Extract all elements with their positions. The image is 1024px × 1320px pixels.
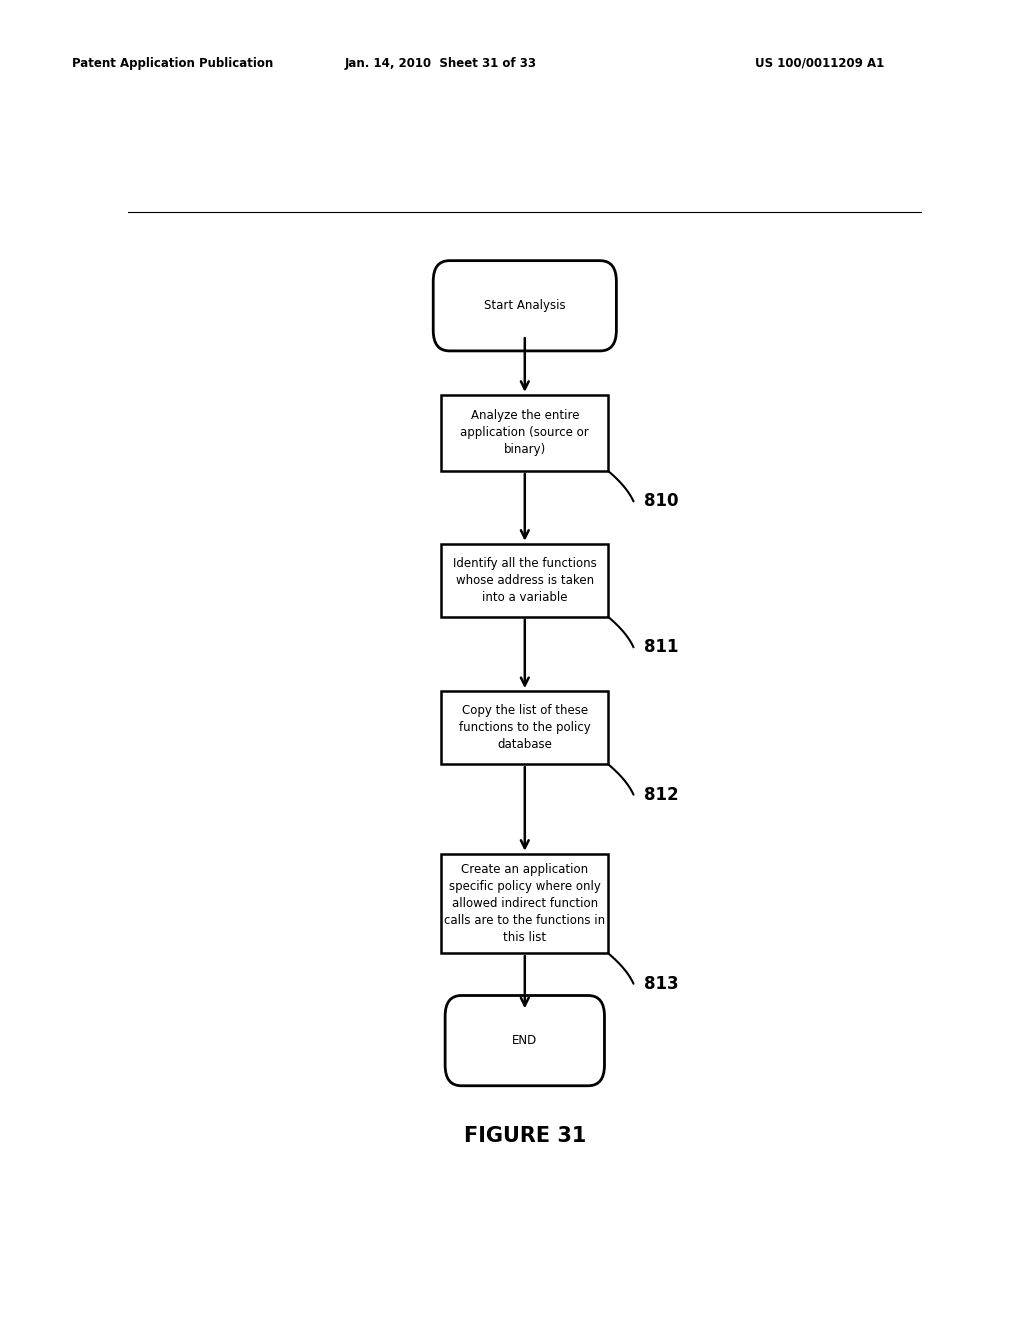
Text: Analyze the entire
application (source or
binary): Analyze the entire application (source o… xyxy=(461,409,589,457)
FancyBboxPatch shape xyxy=(433,260,616,351)
FancyBboxPatch shape xyxy=(445,995,604,1086)
Text: Create an application
specific policy where only
allowed indirect function
calls: Create an application specific policy wh… xyxy=(444,863,605,944)
Text: Jan. 14, 2010  Sheet 31 of 33: Jan. 14, 2010 Sheet 31 of 33 xyxy=(344,57,537,70)
Text: 812: 812 xyxy=(644,785,679,804)
Bar xyxy=(441,395,608,471)
Text: 810: 810 xyxy=(644,492,678,511)
Text: 811: 811 xyxy=(644,639,678,656)
Text: Patent Application Publication: Patent Application Publication xyxy=(72,57,273,70)
Text: Start Analysis: Start Analysis xyxy=(484,300,565,313)
Text: US 100/0011209 A1: US 100/0011209 A1 xyxy=(755,57,884,70)
Text: END: END xyxy=(512,1034,538,1047)
Text: Identify all the functions
whose address is taken
into a variable: Identify all the functions whose address… xyxy=(453,557,597,603)
Bar xyxy=(441,854,608,953)
Bar xyxy=(441,690,608,764)
Text: Copy the list of these
functions to the policy
database: Copy the list of these functions to the … xyxy=(459,704,591,751)
Bar xyxy=(441,544,608,616)
Text: FIGURE 31: FIGURE 31 xyxy=(464,1126,586,1146)
Text: 813: 813 xyxy=(644,974,679,993)
